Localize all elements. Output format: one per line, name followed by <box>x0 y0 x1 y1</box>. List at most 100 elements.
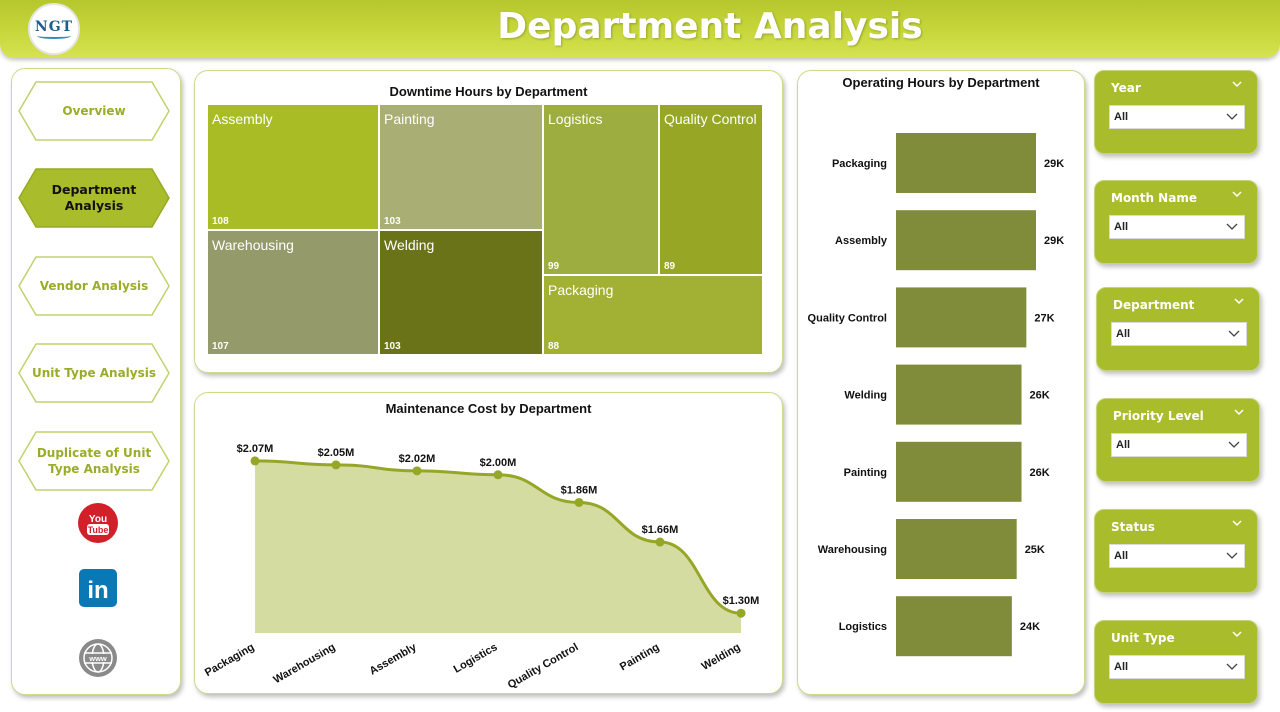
treemap-value: 103 <box>384 341 401 352</box>
status-slicer[interactable]: Status All <box>1094 509 1258 593</box>
data-label: $1.86M <box>561 484 598 496</box>
nav-duplicate-unit-type-analysis-button[interactable]: Duplicate of Unit Type Analysis <box>18 431 170 491</box>
data-label: $1.66M <box>642 524 679 536</box>
treemap-cell-logistics[interactable]: Logistics 99 <box>543 104 659 275</box>
data-label: 24K <box>1020 621 1040 633</box>
priority-level-dropdown[interactable]: All <box>1111 433 1247 457</box>
year-dropdown-value: All <box>1114 111 1129 123</box>
chevron-down-icon <box>1226 223 1238 230</box>
area-fill <box>255 460 741 633</box>
y-tick-label: Painting <box>844 467 887 479</box>
priority-level-slicer[interactable]: Priority Level All <box>1096 398 1260 482</box>
bar[interactable] <box>896 210 1036 271</box>
collapse-chevron-icon[interactable] <box>1231 189 1243 199</box>
y-tick-label: Logistics <box>839 621 887 633</box>
y-tick-label: Assembly <box>835 235 888 247</box>
unit-type-slicer-label: Unit Type <box>1111 631 1175 645</box>
bar[interactable] <box>896 596 1012 657</box>
collapse-chevron-icon[interactable] <box>1231 79 1243 89</box>
treemap-value: 99 <box>548 261 560 272</box>
nav-vendor-analysis-button[interactable]: Vendor Analysis <box>18 256 170 316</box>
data-point[interactable] <box>655 537 665 547</box>
bar[interactable] <box>896 133 1036 193</box>
treemap-cell-assembly[interactable]: Assembly 108 <box>207 104 379 230</box>
svg-text:Tube: Tube <box>88 525 109 535</box>
nav-hexagon-shape <box>18 81 170 141</box>
data-label: 29K <box>1044 158 1064 170</box>
department-slicer-label: Department <box>1113 298 1195 312</box>
data-label: $2.00M <box>480 457 517 469</box>
nav-hexagon-shape <box>18 256 170 316</box>
x-tick-label: Warehousing <box>272 641 338 686</box>
data-point[interactable] <box>331 460 341 470</box>
chevron-down-icon <box>1226 552 1238 559</box>
treemap-value: 107 <box>212 341 229 352</box>
svg-text:in: in <box>87 577 108 604</box>
downtime-treemap: Assembly 108 Warehousing 107 Painting 103 Weld… <box>207 104 763 355</box>
data-label: $2.07M <box>237 443 274 455</box>
data-label: 26K <box>1030 467 1050 479</box>
month-name-slicer[interactable]: Month Name All <box>1094 180 1258 264</box>
data-label: $2.02M <box>399 453 436 465</box>
department-dropdown-value: All <box>1116 328 1131 340</box>
nav-department-analysis-button[interactable]: Department Analysis <box>18 168 170 228</box>
header-bar: NGT Department Analysis <box>0 0 1280 58</box>
data-point[interactable] <box>250 456 260 466</box>
maintenance-chart-title: Maintenance Cost by Department <box>385 401 592 416</box>
collapse-chevron-icon[interactable] <box>1231 629 1243 639</box>
month-name-dropdown-value: All <box>1114 221 1129 233</box>
x-tick-label: Assembly <box>367 641 419 678</box>
nav-department-analysis-label: Department Analysis <box>51 182 137 213</box>
nav-vendor-analysis-label: Vendor Analysis <box>39 279 149 293</box>
data-label: 25K <box>1025 544 1045 556</box>
bar[interactable] <box>896 519 1017 579</box>
y-tick-label: Welding <box>844 390 887 402</box>
bar[interactable] <box>896 287 1027 348</box>
treemap-label: Quality Control <box>664 111 757 127</box>
unit-type-dropdown[interactable]: All <box>1109 655 1245 679</box>
y-tick-label: Warehousing <box>818 544 887 556</box>
nav-unit-type-analysis-label: Unit Type Analysis <box>31 366 157 380</box>
collapse-chevron-icon[interactable] <box>1233 407 1245 417</box>
globe-www-icon[interactable]: www <box>78 638 118 678</box>
unit-type-dropdown-value: All <box>1114 661 1129 673</box>
youtube-icon[interactable]: You Tube <box>78 503 118 543</box>
department-dropdown[interactable]: All <box>1111 322 1247 346</box>
treemap-cell-welding[interactable]: Welding 103 <box>379 230 543 355</box>
treemap-cell-painting[interactable]: Painting 103 <box>379 104 543 230</box>
treemap-label: Warehousing <box>212 237 294 253</box>
nav-overview-button[interactable]: Overview <box>18 81 170 141</box>
data-label: $1.30M <box>723 595 760 607</box>
x-tick-label: Logistics <box>452 641 500 676</box>
data-point[interactable] <box>736 608 746 618</box>
logo-text: NGT <box>34 19 74 35</box>
treemap-cell-packaging[interactable]: Packaging 88 <box>543 275 763 355</box>
data-point[interactable] <box>412 466 422 476</box>
collapse-chevron-icon[interactable] <box>1233 296 1245 306</box>
svg-text:You: You <box>89 514 107 525</box>
department-slicer[interactable]: Department All <box>1096 287 1260 371</box>
collapse-chevron-icon[interactable] <box>1231 518 1243 528</box>
month-name-dropdown[interactable]: All <box>1109 215 1245 239</box>
data-point[interactable] <box>493 470 503 480</box>
downtime-chart-title: Downtime Hours by Department <box>389 84 588 99</box>
linkedin-icon[interactable]: in <box>78 568 118 608</box>
unit-type-slicer[interactable]: Unit Type All <box>1094 620 1258 704</box>
year-dropdown[interactable]: All <box>1109 105 1245 129</box>
nav-unit-type-analysis-button[interactable]: Unit Type Analysis <box>18 343 170 403</box>
treemap-cell-warehousing[interactable]: Warehousing 107 <box>207 230 379 355</box>
status-slicer-label: Status <box>1111 520 1155 534</box>
status-dropdown-value: All <box>1114 550 1129 562</box>
maintenance-area-chart: $2.07M Packaging $2.05M Warehousing $2.02M As… <box>203 443 760 691</box>
priority-level-slicer-label: Priority Level <box>1113 409 1204 423</box>
status-dropdown[interactable]: All <box>1109 544 1245 568</box>
nav-hexagon-shape <box>18 168 170 228</box>
bar[interactable] <box>896 441 1022 502</box>
bar[interactable] <box>896 364 1022 425</box>
company-logo[interactable]: NGT <box>28 3 80 55</box>
page-title: Department Analysis <box>497 6 923 47</box>
treemap-value: 103 <box>384 216 401 227</box>
year-slicer[interactable]: Year All <box>1094 70 1258 154</box>
treemap-cell-quality-control[interactable]: Quality Control 89 <box>659 104 763 275</box>
data-point[interactable] <box>574 497 584 507</box>
